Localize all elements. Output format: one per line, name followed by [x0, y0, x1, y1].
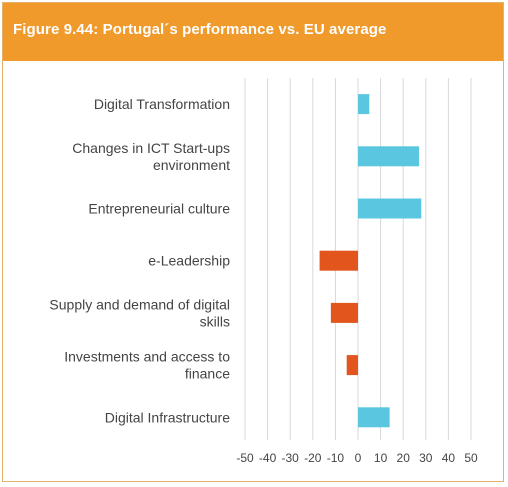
- category-label: skills: [200, 313, 230, 329]
- bar: [346, 355, 358, 376]
- bar: [358, 198, 422, 219]
- x-tick-label: -30: [282, 451, 300, 465]
- x-tick-label: -40: [259, 451, 277, 465]
- x-tick-label: 30: [419, 451, 433, 465]
- category-label: environment: [153, 157, 230, 173]
- x-tick-label: 0: [355, 451, 362, 465]
- bar: [319, 250, 358, 271]
- x-tick-label: 40: [442, 451, 456, 465]
- x-tick-label: 20: [397, 451, 411, 465]
- x-tick-label: -50: [236, 451, 254, 465]
- figure-panel: Figure 9.44: Portugal´s performance vs. …: [2, 2, 504, 482]
- category-label: Investments and access to: [64, 349, 230, 365]
- bar: [358, 146, 420, 167]
- category-label: Supply and demand of digital: [49, 296, 230, 312]
- x-tick-label: 50: [464, 451, 478, 465]
- x-tick-label: 10: [374, 451, 388, 465]
- bar: [358, 407, 390, 428]
- category-label: Digital Infrastructure: [105, 409, 230, 425]
- category-label: Digital Transformation: [94, 96, 230, 112]
- category-label: e-Leadership: [148, 253, 230, 269]
- bar: [358, 94, 370, 115]
- x-tick-label: -20: [304, 451, 322, 465]
- category-label: finance: [185, 366, 230, 382]
- figure-header: Figure 9.44: Portugal´s performance vs. …: [3, 3, 503, 61]
- x-tick-label: -10: [327, 451, 345, 465]
- category-label: Entrepreneurial culture: [88, 201, 230, 217]
- bar: [330, 302, 358, 323]
- category-label: Changes in ICT Start-ups: [72, 140, 230, 156]
- figure-title: Figure 9.44: Portugal´s performance vs. …: [13, 21, 387, 38]
